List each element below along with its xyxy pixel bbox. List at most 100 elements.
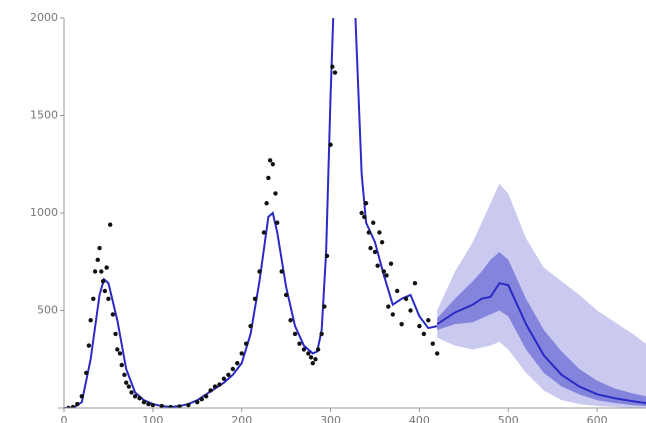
data-point xyxy=(212,384,218,389)
data-point xyxy=(324,253,330,259)
y-tick-label: 2000 xyxy=(30,11,58,24)
data-point xyxy=(395,288,400,294)
data-point xyxy=(381,269,387,274)
data-point xyxy=(126,384,132,389)
data-point xyxy=(308,355,314,360)
data-point xyxy=(362,214,367,220)
data-point xyxy=(273,191,278,196)
data-point xyxy=(297,341,302,346)
data-point xyxy=(141,399,147,405)
data-point xyxy=(377,230,382,235)
data-point xyxy=(375,263,380,268)
data-point xyxy=(359,210,364,216)
data-point xyxy=(306,351,311,356)
data-point xyxy=(102,288,108,294)
data-point xyxy=(100,279,106,284)
data-point xyxy=(388,261,394,266)
data-point xyxy=(79,394,84,399)
data-point xyxy=(434,351,440,356)
data-point xyxy=(123,380,129,385)
data-point xyxy=(426,318,431,323)
data-point xyxy=(84,370,89,376)
x-tick-label: 0 xyxy=(61,414,68,423)
data-point xyxy=(86,343,92,348)
x-tick-label: 500 xyxy=(498,414,519,423)
forecast-band xyxy=(437,183,646,408)
data-point xyxy=(384,273,389,278)
data-point xyxy=(132,394,138,399)
points xyxy=(66,64,440,408)
data-point xyxy=(168,404,173,408)
x-tick-label: 400 xyxy=(409,414,430,423)
data-point xyxy=(122,372,127,378)
data-point xyxy=(117,351,123,356)
y-tick-label: 1000 xyxy=(30,206,58,219)
data-point xyxy=(208,388,213,393)
data-point xyxy=(408,308,413,313)
data-point xyxy=(399,321,404,327)
y-tick-label: 1500 xyxy=(30,109,58,122)
data-point xyxy=(332,70,338,75)
data-point xyxy=(115,347,120,352)
data-point xyxy=(371,220,376,225)
data-point xyxy=(315,347,321,352)
data-point xyxy=(226,372,231,378)
data-point xyxy=(159,403,164,408)
data-point xyxy=(403,296,409,301)
data-point xyxy=(106,296,111,301)
data-point xyxy=(239,351,244,356)
data-point xyxy=(322,304,327,309)
data-point xyxy=(328,142,333,147)
data-point xyxy=(372,249,378,255)
data-point xyxy=(91,296,96,301)
data-point xyxy=(150,402,156,408)
data-point xyxy=(75,401,80,407)
data-point xyxy=(310,360,315,366)
data-point xyxy=(110,312,116,317)
data-point xyxy=(243,341,249,346)
data-point xyxy=(146,401,151,407)
data-point xyxy=(113,331,118,337)
data-point xyxy=(199,397,204,402)
data-point xyxy=(203,394,209,399)
data-point xyxy=(108,222,113,227)
data-point xyxy=(195,399,200,405)
data-point xyxy=(88,318,93,323)
data-point xyxy=(261,230,267,235)
data-point xyxy=(330,64,335,69)
data-point xyxy=(257,269,262,274)
data-point xyxy=(266,175,271,181)
data-point xyxy=(104,265,109,270)
data-point xyxy=(221,376,227,381)
fit-line xyxy=(64,18,438,408)
data-point xyxy=(368,245,373,251)
data-point xyxy=(70,404,76,408)
data-point xyxy=(313,357,318,362)
data-point xyxy=(292,331,298,337)
data-point xyxy=(119,362,124,368)
data-point xyxy=(279,269,284,274)
data-point xyxy=(252,296,258,301)
data-point xyxy=(275,220,280,225)
data-point xyxy=(186,402,191,408)
x-tick-label: 100 xyxy=(142,414,163,423)
data-point xyxy=(267,158,273,163)
data-point xyxy=(412,281,418,286)
data-point xyxy=(390,312,395,317)
data-point xyxy=(430,341,435,346)
data-point xyxy=(230,366,236,372)
data-point xyxy=(301,347,307,352)
data-point xyxy=(363,201,369,206)
data-point xyxy=(270,162,276,167)
x-tick-label: 300 xyxy=(320,414,341,423)
data-point xyxy=(66,405,71,408)
data-point xyxy=(379,240,385,245)
data-point xyxy=(248,323,253,329)
data-point xyxy=(235,360,240,366)
data-point xyxy=(177,404,182,408)
x-tick-label: 200 xyxy=(231,414,252,423)
data-point xyxy=(92,269,98,274)
bands xyxy=(437,183,646,408)
data-point xyxy=(319,331,324,337)
